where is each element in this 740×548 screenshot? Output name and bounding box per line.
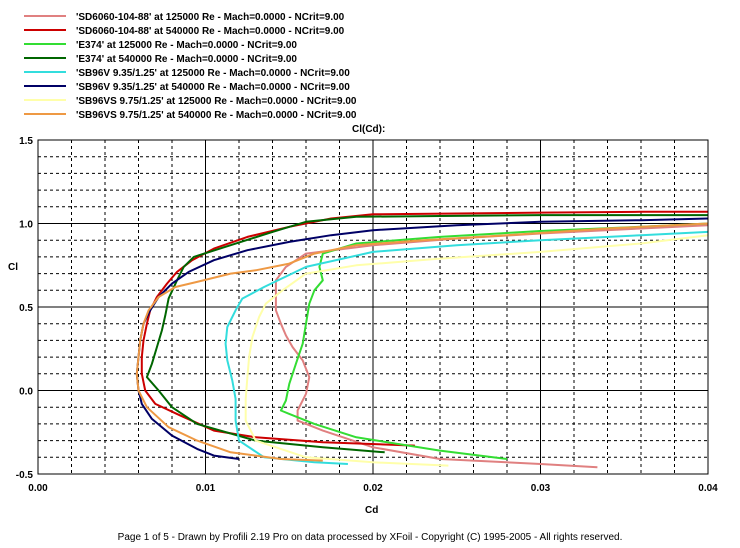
series-line-2 — [140, 210, 708, 447]
legend-label-5: 'SB96V 9.35/1.25' at 125000 Re - Mach=0.… — [76, 68, 350, 79]
legend-label-6: 'SB96V 9.35/1.25' at 540000 Re - Mach=0.… — [76, 82, 350, 93]
y-tick-label: 0.0 — [19, 387, 33, 398]
legend-label-2: 'SD6060-104-88' at 540000 Re - Mach=0.00… — [76, 26, 345, 37]
x-tick-label: 0.03 — [531, 483, 551, 494]
series-line-8 — [135, 222, 709, 462]
tick-labels: 0.00 0.01 0.02 0.03 0.04 -0.5 0.0 0.5 1.0 1.5 — [16, 136, 718, 494]
y-tick-label: 0.5 — [19, 303, 33, 314]
y-tick-label: 1.5 — [19, 136, 33, 147]
curves — [135, 210, 709, 469]
legend-label-1: 'SD6060-104-88' at 125000 Re - Mach=0.00… — [76, 12, 345, 23]
x-tick-label: 0.00 — [28, 483, 48, 494]
y-axis-label: Cl — [8, 262, 18, 273]
series-line-5 — [224, 230, 709, 465]
series-line-4 — [145, 214, 708, 454]
series-line-3 — [279, 222, 709, 460]
x-axis-label: Cd — [365, 505, 378, 516]
series-line-7 — [244, 234, 709, 467]
grid — [38, 140, 708, 474]
y-tick-label: -0.5 — [16, 470, 34, 481]
legend-label-8: 'SB96VS 9.75/1.25' at 540000 Re - Mach=0… — [76, 110, 357, 121]
legend-label-7: 'SB96VS 9.75/1.25' at 125000 Re - Mach=0… — [76, 96, 357, 107]
legend-label-4: 'E374' at 540000 Re - Mach=0.0000 - NCri… — [76, 54, 297, 65]
x-tick-label: 0.04 — [698, 483, 718, 494]
footer-note: Page 1 of 5 - Drawn by Profili 2.19 Pro … — [117, 532, 623, 543]
chart-title: Cl(Cd): — [352, 124, 385, 135]
legend: 'SD6060-104-88' at 125000 Re - Mach=0.00… — [24, 12, 357, 121]
series-line-1 — [274, 224, 709, 469]
legend-label-3: 'E374' at 125000 Re - Mach=0.0000 - NCri… — [76, 40, 297, 51]
x-tick-label: 0.01 — [196, 483, 216, 494]
chart-canvas: 'SD6060-104-88' at 125000 Re - Mach=0.00… — [8, 12, 718, 516]
x-tick-label: 0.02 — [363, 483, 383, 494]
plot-frame — [37, 139, 709, 475]
y-tick-label: 1.0 — [19, 220, 33, 231]
